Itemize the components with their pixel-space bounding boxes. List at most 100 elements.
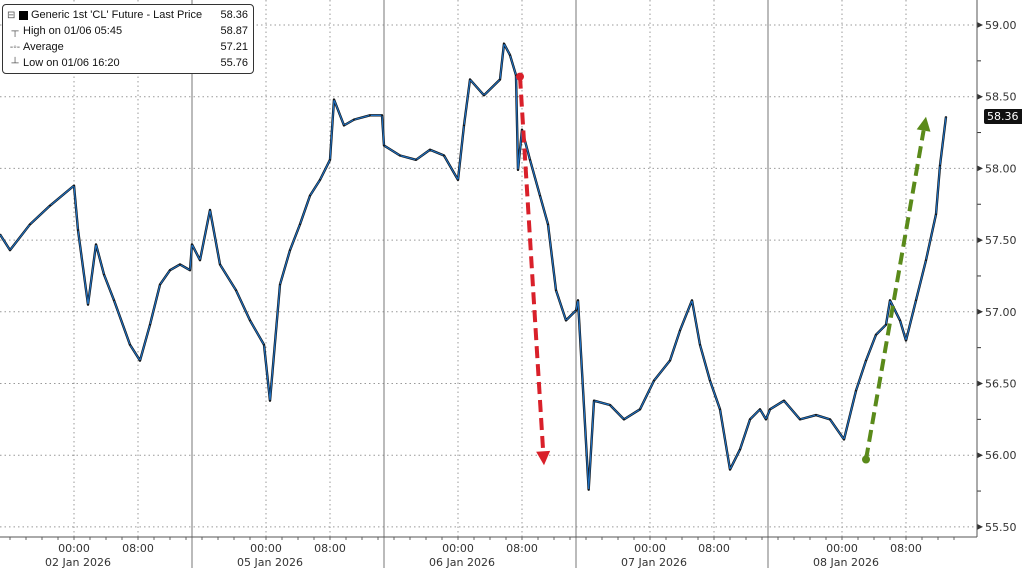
price-point bbox=[609, 404, 611, 406]
price-point bbox=[319, 179, 321, 181]
price-point bbox=[749, 418, 751, 421]
y-tick-marker bbox=[977, 452, 983, 459]
x-tick-label: 08:00 bbox=[314, 542, 346, 555]
y-tick-marker bbox=[977, 523, 983, 530]
price-point bbox=[209, 209, 211, 211]
x-tick-label: 00:00 bbox=[58, 542, 90, 555]
price-point bbox=[279, 283, 281, 286]
price-point bbox=[235, 289, 237, 292]
price-point bbox=[679, 329, 681, 332]
price-point bbox=[799, 418, 801, 421]
x-day-label: 05 Jan 2026 bbox=[237, 556, 303, 568]
y-tick-marker bbox=[977, 22, 983, 28]
price-point bbox=[399, 154, 401, 157]
price-point bbox=[719, 408, 721, 411]
y-tick-label: 58.50 bbox=[985, 91, 1017, 104]
price-point bbox=[517, 169, 519, 171]
price-point bbox=[691, 299, 693, 302]
price-point bbox=[353, 118, 355, 121]
price-point bbox=[219, 263, 221, 266]
price-point bbox=[783, 399, 785, 402]
price-point bbox=[669, 359, 671, 362]
price-point bbox=[521, 128, 523, 131]
low-marker-icon: ┴ bbox=[11, 57, 19, 69]
price-point bbox=[73, 184, 75, 187]
y-tick-label: 57.00 bbox=[985, 306, 1017, 319]
price-point bbox=[935, 213, 937, 216]
trend-arrow-start bbox=[862, 455, 870, 464]
legend-average: -◦- Average 57.21 bbox=[3, 39, 253, 55]
price-point bbox=[587, 488, 590, 491]
price-point bbox=[9, 249, 11, 251]
legend: ⊟ Generic 1st 'CL' Future - Last Price 5… bbox=[2, 4, 254, 74]
x-tick-label: 08:00 bbox=[698, 542, 730, 555]
price-point bbox=[29, 223, 31, 226]
price-point bbox=[299, 223, 301, 226]
price-point bbox=[0, 233, 1, 236]
price-point bbox=[191, 243, 193, 246]
trend-arrow-head bbox=[916, 116, 931, 132]
price-point bbox=[95, 243, 97, 246]
price-point bbox=[885, 323, 887, 326]
x-tick-label: 08:00 bbox=[890, 542, 922, 555]
price-point bbox=[623, 418, 625, 421]
price-point bbox=[739, 448, 741, 451]
trend-arrow-line bbox=[864, 130, 926, 460]
legend-last-price: 58.36 bbox=[220, 9, 248, 21]
y-tick-label: 59.00 bbox=[985, 19, 1017, 32]
x-tick-label: 08:00 bbox=[506, 542, 538, 555]
y-tick-marker bbox=[977, 165, 983, 172]
price-point bbox=[289, 249, 291, 251]
price-point bbox=[263, 343, 265, 346]
price-point bbox=[889, 299, 891, 302]
price-point bbox=[577, 299, 579, 302]
y-tick-label: 55.50 bbox=[985, 521, 1017, 534]
trend-arrow-start bbox=[516, 72, 524, 81]
legend-average-value: 57.21 bbox=[220, 41, 248, 53]
price-point bbox=[87, 303, 89, 306]
price-point bbox=[547, 223, 549, 226]
price-point bbox=[905, 339, 907, 342]
x-day-label: 07 Jan 2026 bbox=[621, 556, 687, 568]
price-point bbox=[499, 78, 501, 81]
price-point bbox=[463, 124, 465, 127]
price-point bbox=[329, 158, 331, 161]
y-tick-label: 56.50 bbox=[985, 378, 1017, 391]
price-point bbox=[939, 164, 941, 167]
price-point bbox=[709, 379, 711, 382]
legend-low-value: 55.76 bbox=[220, 57, 248, 69]
price-point bbox=[129, 343, 131, 346]
x-tick-label: 08:00 bbox=[122, 542, 154, 555]
collapse-icon[interactable]: ⊟ bbox=[7, 9, 16, 21]
y-tick-marker bbox=[977, 380, 983, 387]
price-point bbox=[829, 418, 831, 421]
price-point bbox=[369, 114, 371, 117]
price-point bbox=[469, 78, 471, 81]
price-point bbox=[769, 408, 771, 411]
y-tick-label: 56.00 bbox=[985, 449, 1017, 462]
price-line bbox=[0, 43, 947, 491]
price-point bbox=[343, 124, 345, 127]
y-tick-marker bbox=[977, 237, 983, 244]
y-tick-label: 58.00 bbox=[985, 162, 1017, 175]
price-point bbox=[149, 323, 151, 326]
price-point bbox=[159, 283, 161, 286]
price-point bbox=[855, 389, 857, 392]
price-point bbox=[169, 269, 171, 272]
price-point bbox=[309, 194, 311, 197]
legend-series: ⊟ Generic 1st 'CL' Future - Last Price 5… bbox=[3, 7, 253, 23]
price-point bbox=[875, 333, 877, 336]
price-point bbox=[383, 144, 385, 147]
price-point bbox=[483, 94, 485, 97]
legend-low-label: Low on 01/06 16:20 bbox=[23, 57, 120, 69]
price-shadow-line bbox=[0, 42, 948, 491]
price-point bbox=[593, 399, 595, 402]
series-swatch-icon bbox=[19, 10, 28, 20]
price-point bbox=[139, 359, 141, 362]
price-point bbox=[77, 229, 79, 231]
price-point bbox=[843, 438, 845, 441]
x-day-label: 08 Jan 2026 bbox=[813, 556, 879, 568]
x-day-label: 02 Jan 2026 bbox=[45, 556, 111, 568]
price-point bbox=[429, 148, 431, 151]
